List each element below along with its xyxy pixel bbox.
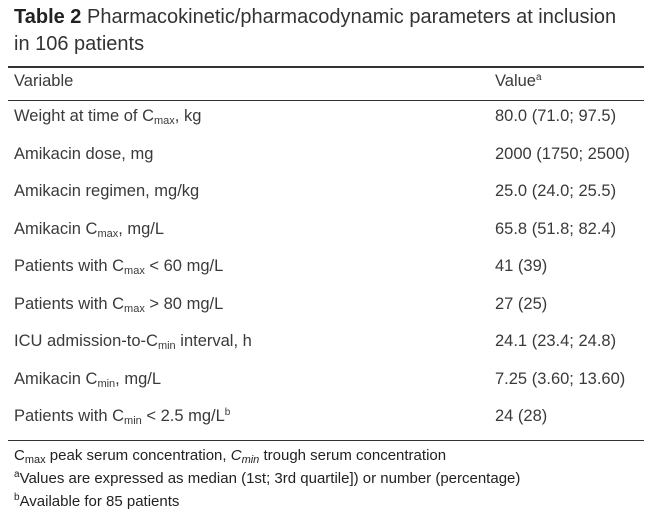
header-rule [8, 100, 644, 101]
text: min [241, 454, 260, 466]
row-label: Amikacin Cmin, mg/L [14, 369, 162, 390]
row-value: 65.8 (51.8; 82.4) [495, 219, 617, 238]
text: ICU admission-to-C [14, 332, 158, 350]
row-value: 41 (39) [495, 257, 548, 275]
row-value: 7.25 (3.60; 13.60) [495, 369, 626, 388]
text: C [14, 447, 25, 464]
bottom-rule [8, 440, 644, 441]
text: Values are expressed as median (1st; 3rd… [19, 470, 521, 487]
text: < 2.5 mg/L [141, 407, 225, 425]
footnote-mark: a [14, 469, 20, 480]
text: , mg/L [115, 369, 162, 388]
text: Available for 85 patients [19, 493, 180, 510]
subscript: max [97, 227, 119, 240]
row-label: ICU admission-to-Cmin interval, h [14, 332, 252, 352]
text: < 60 mg/L [144, 257, 224, 275]
row-label: Amikacin Cmax, mg/L [14, 219, 165, 240]
text: Amikacin C [14, 369, 98, 388]
text: Amikacin C [14, 219, 98, 238]
text: Patients with C [14, 294, 125, 313]
row-label: Amikacin regimen, mg/kg [14, 182, 199, 201]
row-value: 24.1 (23.4; 24.8) [495, 332, 617, 350]
footnote-mark: b [14, 492, 20, 503]
row-value: 2000 (1750; 2500) [495, 144, 630, 163]
subscript: max [124, 302, 145, 315]
footnote-mark: b [224, 407, 231, 418]
column-header: Valuea [495, 72, 542, 91]
row-value: 80.0 (71.0; 97.5) [495, 107, 617, 125]
row-label: Patients with Cmin < 2.5 mg/Lb [14, 407, 231, 427]
footnote-mark: a [535, 72, 542, 83]
text: C [230, 447, 242, 464]
text: Amikacin regimen, mg/kg [14, 182, 200, 200]
subscript: max [24, 454, 46, 466]
text: interval, h [175, 332, 252, 350]
header-text: Value [495, 72, 536, 90]
footnote: bAvailable for 85 patients [14, 492, 180, 511]
row-label: Patients with Cmax > 80 mg/L [14, 294, 224, 315]
row-value: 25.0 (24.0; 25.5) [495, 182, 617, 200]
text: , mg/L [118, 219, 165, 238]
table-label: Table 2 [14, 6, 82, 28]
row-value: 27 (25) [495, 294, 548, 313]
title-text: Pharmacokinetic/pharmacodynamic paramete… [14, 6, 617, 55]
subscript: min [242, 454, 260, 466]
subscript: min [124, 415, 142, 427]
header-text: Variable [14, 72, 74, 90]
text: trough serum concentration [259, 447, 447, 464]
footnote: Cmax peak serum concentration, Cmin trou… [14, 447, 447, 466]
subscript: max [154, 115, 175, 127]
row-label: Weight at time of Cmax, kg [14, 107, 202, 127]
table-title: Table 2 Pharmacokinetic/pharmacodynamic … [14, 4, 634, 58]
text: Weight at time of C [14, 107, 155, 125]
text: peak serum concentration, [45, 447, 231, 464]
column-header: Variable [14, 72, 73, 91]
row-label: Patients with Cmax < 60 mg/L [14, 257, 224, 277]
text: Amikacin dose, mg [14, 144, 154, 163]
text: , kg [174, 107, 202, 125]
footnote: aValues are expressed as median (1st; 3r… [14, 469, 521, 488]
row-label: Amikacin dose, mg [14, 145, 153, 164]
text: > 80 mg/L [144, 294, 224, 313]
text: Patients with C [14, 257, 125, 275]
subscript: max [124, 265, 145, 277]
subscript: min [97, 377, 116, 390]
text: Patients with C [14, 407, 125, 425]
row-value: 24 (28) [495, 407, 548, 425]
top-rule [8, 66, 644, 68]
subscript: min [157, 340, 176, 352]
